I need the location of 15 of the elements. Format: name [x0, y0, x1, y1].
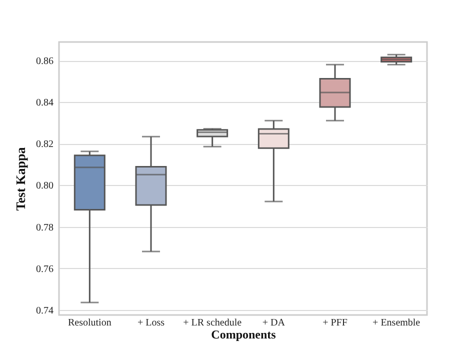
y-axis-title: Test Kappa [13, 146, 28, 211]
x-axis-title: Components [211, 328, 276, 342]
y-tick-label: 0.82 [36, 139, 54, 150]
x-tick-label: + Loss [137, 318, 165, 328]
y-tick-label: 0.76 [36, 264, 54, 275]
y-tick-label: 0.84 [36, 98, 54, 109]
y-tick-label: 0.80 [36, 180, 54, 192]
x-tick-label: + Ensemble [372, 318, 421, 328]
y-tick-label: 0.78 [36, 222, 54, 234]
x-tick-label: + LR schedule [183, 318, 242, 328]
x-tick-label: + DA [262, 318, 286, 328]
x-tick-label: + PFF [322, 318, 348, 328]
x-tick-label: Resolution [68, 318, 112, 328]
y-tick-label: 0.74 [36, 305, 54, 316]
y-tick-label: 0.86 [36, 56, 54, 68]
